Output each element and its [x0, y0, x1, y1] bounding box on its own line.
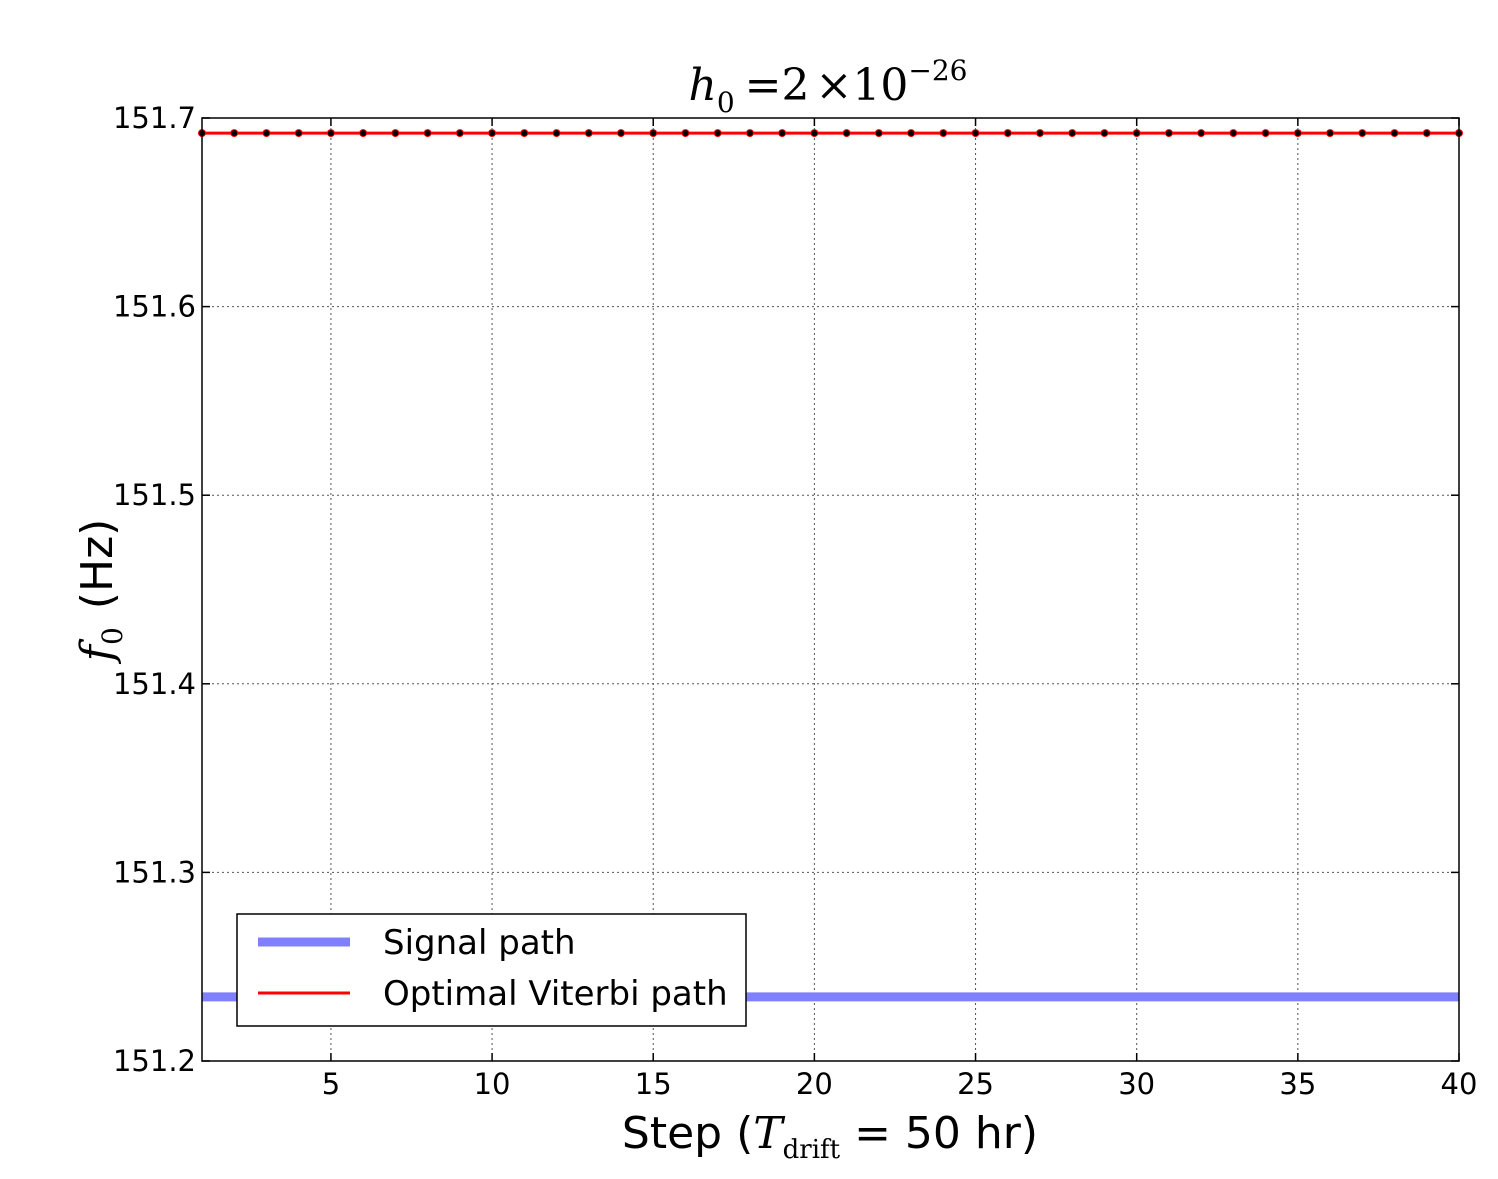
x-tick-label: 10 — [474, 1067, 511, 1101]
title-times: × — [816, 60, 853, 111]
y-tick-label: 151.6 — [113, 290, 196, 324]
x-label-prefix: Step ( — [622, 1108, 753, 1159]
data-point-optimal-viterbi-path — [1164, 129, 1173, 138]
x-axis-ticks: 5 10 15 20 25 30 35 40 — [322, 118, 1478, 1101]
data-point-optimal-viterbi-path — [649, 129, 658, 138]
data-point-optimal-viterbi-path — [1261, 129, 1270, 138]
legend-label-signal-path: Signal path — [383, 923, 576, 963]
data-point-optimal-viterbi-path — [1358, 129, 1367, 138]
title-h: h — [688, 60, 716, 111]
data-point-optimal-viterbi-path — [230, 129, 239, 138]
y-tick-label: 151.3 — [113, 855, 196, 889]
data-point-optimal-viterbi-path — [262, 129, 271, 138]
y-tick-label: 151.7 — [113, 101, 196, 135]
data-point-optimal-viterbi-path — [520, 129, 529, 138]
data-point-optimal-viterbi-path — [488, 129, 497, 138]
data-point-optimal-viterbi-path — [1003, 129, 1012, 138]
x-tick-label: 30 — [1118, 1067, 1155, 1101]
data-point-optimal-viterbi-path — [423, 129, 432, 138]
x-tick-label: 25 — [957, 1067, 994, 1101]
data-point-optimal-viterbi-path — [391, 129, 400, 138]
x-axis-label: Step (Tdrift = 50 hr) — [622, 1108, 1038, 1165]
x-tick-label: 40 — [1441, 1067, 1478, 1101]
data-point-optimal-viterbi-path — [874, 129, 883, 138]
data-point-optimal-viterbi-path — [294, 129, 303, 138]
data-point-optimal-viterbi-path — [617, 129, 625, 138]
data-point-optimal-viterbi-path — [745, 129, 754, 138]
title-coefficient: 2 — [782, 60, 810, 111]
data-point-optimal-viterbi-path — [1229, 129, 1238, 138]
data-point-optimal-viterbi-path — [907, 129, 916, 138]
legend-label-optimal-viterbi-path: Optimal Viterbi path — [383, 974, 728, 1014]
y-axis-label: f0(Hz) — [72, 519, 129, 665]
data-point-optimal-viterbi-path — [939, 129, 948, 138]
data-point-optimal-viterbi-path — [1293, 129, 1302, 138]
data-point-optimal-viterbi-path — [1132, 129, 1141, 138]
legend-box — [236, 913, 747, 1027]
title-exponent: −26 — [908, 54, 967, 87]
chart-title: h0 =2 ×10−26 — [688, 54, 967, 119]
title-h-subscript: 0 — [717, 86, 735, 119]
plot-frame — [201, 117, 1460, 1062]
data-point-optimal-viterbi-path — [552, 129, 561, 138]
x-tick-label: 5 — [322, 1067, 340, 1101]
x-tick-label: 15 — [635, 1067, 672, 1101]
data-point-optimal-viterbi-path — [1036, 129, 1044, 138]
data-point-optimal-viterbi-path — [713, 129, 722, 138]
data-point-optimal-viterbi-path — [1422, 129, 1431, 138]
data-point-optimal-viterbi-path — [1068, 129, 1077, 138]
x-label-var: T — [753, 1108, 786, 1159]
data-point-optimal-viterbi-path — [359, 129, 368, 138]
y-label-subscript: 0 — [96, 627, 129, 645]
title-base: 10 — [852, 60, 908, 111]
y-tick-label: 151.2 — [113, 1044, 196, 1078]
data-point-optimal-viterbi-path — [1390, 129, 1399, 138]
data-point-optimal-viterbi-path — [778, 129, 787, 138]
data-point-optimal-viterbi-path — [842, 129, 851, 138]
data-point-optimal-viterbi-path — [1326, 129, 1335, 138]
legend: Signal path Optimal Viterbi path — [236, 913, 747, 1027]
y-axis-ticks: 151.2 151.3 151.4 151.5 151.6 151.7 — [113, 101, 1459, 1078]
x-tick-label: 20 — [796, 1067, 833, 1101]
title-equals: = — [745, 60, 782, 111]
data-point-optimal-viterbi-path — [455, 129, 464, 138]
x-label-subscript: drift — [783, 1135, 841, 1165]
data-point-optimal-viterbi-path — [810, 129, 819, 138]
data-point-optimal-viterbi-path — [971, 129, 980, 138]
data-point-optimal-viterbi-path — [326, 129, 335, 138]
data-point-optimal-viterbi-path — [681, 129, 690, 138]
data-point-optimal-viterbi-path — [584, 129, 593, 138]
y-tick-label: 151.4 — [113, 667, 196, 701]
series-layer — [198, 129, 1463, 1002]
data-point-optimal-viterbi-path — [1100, 129, 1109, 138]
data-point-optimal-viterbi-path — [1197, 129, 1206, 138]
x-tick-label: 35 — [1279, 1067, 1316, 1101]
y-label-suffix: (Hz) — [72, 519, 123, 610]
x-label-suffix: = 50 hr) — [840, 1108, 1038, 1159]
y-tick-label: 151.5 — [113, 478, 196, 512]
